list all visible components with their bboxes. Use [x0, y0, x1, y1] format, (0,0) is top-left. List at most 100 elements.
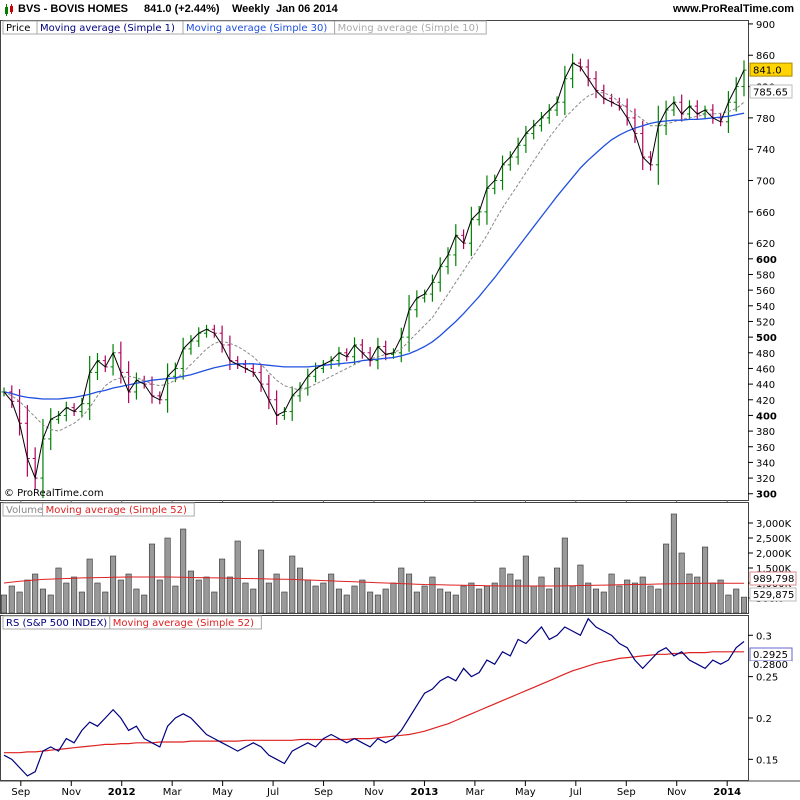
volume-bar [631, 582, 638, 614]
volume-bar [148, 543, 156, 614]
volume-bar [561, 537, 568, 614]
volume-bar [47, 594, 54, 614]
ma-simple-1-line [3, 62, 745, 480]
x-tick-label: Nov [62, 787, 82, 798]
price-tick-label: 900 [756, 20, 775, 31]
price-tick-label: 560 [756, 286, 775, 297]
volume-bar [102, 591, 109, 614]
chart-header: BVS - BOVIS HOMES 841.0 (+2.44%) Weekly … [0, 0, 800, 20]
volume-bar [187, 570, 194, 614]
volume-bar [452, 594, 459, 614]
volume-bar [382, 588, 389, 614]
volume-bar [78, 591, 85, 614]
price-tick-label: 300 [756, 490, 777, 501]
volume-tick-label: 2,500K [756, 534, 792, 545]
volume-bar [538, 576, 545, 614]
volume-bar [335, 588, 342, 614]
volume-bar [226, 576, 233, 614]
price-tick-label: 480 [756, 349, 775, 360]
price-tick-label: 420 [756, 396, 775, 407]
volume-bar [655, 588, 662, 614]
volume-bar [624, 579, 631, 614]
volume-bar [328, 573, 335, 614]
x-tick-label: 2013 [411, 787, 439, 798]
volume-bar [351, 585, 358, 614]
volume-bar [740, 596, 748, 614]
volume-bar [8, 585, 15, 614]
volume-tick-label: 3,000K [756, 519, 792, 530]
panel-frame [0, 502, 749, 614]
price-tick-label: 620 [756, 239, 775, 250]
volume-bar [733, 588, 740, 614]
volume-bar [234, 540, 241, 614]
volume-bar [374, 594, 381, 614]
volume-bar [406, 573, 413, 614]
volume-bar [390, 582, 397, 614]
volume-bar [312, 585, 319, 614]
volume-bar [86, 558, 93, 614]
price-tick-label: 600 [756, 255, 777, 266]
volume-bar [592, 588, 600, 614]
price-legend-item: Moving average (Simple 30) [186, 23, 327, 34]
rs-tick-label: 0.3 [756, 631, 772, 642]
price-tick-label: 400 [756, 411, 777, 422]
volume-bar [694, 576, 701, 614]
x-tick-label: Sep [11, 787, 30, 798]
volume-bar [663, 543, 670, 614]
price-tick-label: 460 [756, 364, 775, 375]
volume-bar [250, 588, 257, 614]
price-tick-label: 520 [756, 317, 775, 328]
volume-bar [32, 573, 39, 614]
rs-line [3, 617, 745, 777]
rs-tick-label: 0.15 [756, 755, 778, 766]
volume-bar [709, 582, 716, 614]
volume-legend-box [42, 502, 195, 517]
volume-bar [195, 579, 202, 614]
volume-bar [125, 573, 132, 614]
last-price-label-box [749, 62, 793, 77]
volume-bar [203, 576, 210, 614]
x-tick-label: Sep [617, 787, 636, 798]
volume-bar [413, 591, 420, 614]
volume-bar [117, 579, 124, 614]
volume-bar [180, 528, 187, 614]
volume-bar [460, 585, 467, 614]
volume-bar [242, 582, 249, 614]
volume-bar [421, 585, 428, 614]
volume-bar [211, 591, 218, 614]
x-tick-label: Jul [569, 787, 582, 798]
rs-ma-label: 0.2800 [753, 660, 788, 671]
copyright-text: © ProRealTime.com [4, 488, 104, 499]
volume-bar [141, 594, 148, 614]
volume-bar [304, 579, 311, 614]
volume-bar [63, 582, 70, 614]
volume-bar [437, 588, 444, 614]
x-tick-label: Mar [465, 787, 485, 798]
volume-last-label: 529,875 [753, 590, 794, 601]
volume-bar [219, 558, 226, 614]
rs-tick-label: 0.2 [756, 714, 772, 725]
x-tick-label: Nov [364, 787, 384, 798]
volume-bar [398, 567, 405, 614]
volume-last-label-box [749, 587, 797, 602]
price-tick-label: 360 [756, 443, 775, 454]
x-tick-label: May [212, 787, 233, 798]
volume-bar [343, 594, 350, 614]
volume-bar [265, 582, 272, 614]
volume-bar [289, 555, 296, 614]
volume-bar [476, 588, 483, 614]
volume-bar [0, 594, 8, 614]
volume-bar [296, 567, 304, 614]
site-link[interactable]: www.ProRealTime.com [672, 3, 794, 15]
price-tick-label: 780 [756, 114, 775, 125]
date-label: Jan 06 2014 [276, 3, 338, 15]
volume-bar [585, 582, 592, 614]
symbol-title: BVS - BOVIS HOMES [18, 3, 129, 15]
volume-legend-item: Volume [6, 505, 43, 516]
volume-bar [491, 582, 498, 614]
rs-legend-box [109, 615, 262, 630]
volume-bar [16, 591, 23, 614]
volume-bar [600, 591, 607, 614]
volume-bar [554, 567, 561, 614]
